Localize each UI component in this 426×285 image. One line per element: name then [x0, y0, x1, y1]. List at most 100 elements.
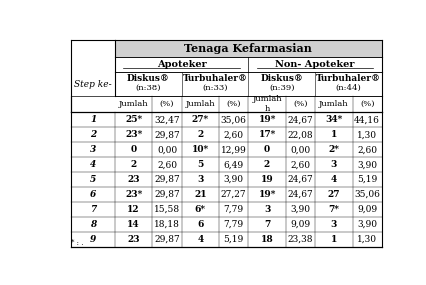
Text: 24,67: 24,67: [288, 115, 313, 124]
Text: 15,58: 15,58: [154, 205, 180, 214]
Text: Diskus®: Diskus®: [260, 74, 303, 84]
Text: 23: 23: [127, 175, 140, 184]
Text: 6,49: 6,49: [224, 160, 244, 169]
Text: Jumlah: Jumlah: [119, 100, 148, 108]
Text: 3: 3: [90, 145, 96, 154]
Text: 2: 2: [90, 130, 96, 139]
Text: Turbuhaler®: Turbuhaler®: [182, 74, 248, 84]
Text: 7,79: 7,79: [224, 205, 244, 214]
Text: 29,87: 29,87: [154, 190, 180, 199]
Text: 7: 7: [90, 205, 96, 214]
Text: 2,60: 2,60: [157, 160, 177, 169]
Text: Turbuhaler®: Turbuhaler®: [316, 74, 381, 84]
Text: 1,30: 1,30: [357, 235, 377, 244]
Text: (%): (%): [227, 100, 241, 108]
Text: Diskus®: Diskus®: [127, 74, 170, 84]
Text: Non- Apoteker: Non- Apoteker: [275, 60, 355, 69]
Text: 17*: 17*: [259, 130, 276, 139]
Text: 2*: 2*: [328, 145, 339, 154]
Text: 0,00: 0,00: [291, 145, 311, 154]
Text: 2,60: 2,60: [224, 130, 244, 139]
Text: 18,18: 18,18: [154, 220, 180, 229]
Text: 44,16: 44,16: [354, 115, 380, 124]
Text: (n:38): (n:38): [135, 84, 161, 92]
Text: 7: 7: [264, 220, 270, 229]
Text: 3,90: 3,90: [224, 175, 244, 184]
Text: 32,47: 32,47: [154, 115, 180, 124]
Text: 3: 3: [331, 220, 337, 229]
Text: * : .: * : .: [72, 239, 84, 247]
Text: 0,00: 0,00: [157, 145, 177, 154]
Text: Apoteker: Apoteker: [157, 60, 207, 69]
Text: Tenaga Kefarmasian: Tenaga Kefarmasian: [184, 43, 312, 54]
Text: 1,30: 1,30: [357, 130, 377, 139]
Text: 2,60: 2,60: [291, 160, 311, 169]
Text: (n:44): (n:44): [336, 84, 361, 92]
Text: 3,90: 3,90: [357, 160, 377, 169]
Text: Step ke-: Step ke-: [74, 80, 112, 89]
Text: 5: 5: [90, 175, 96, 184]
Text: 9: 9: [90, 235, 96, 244]
Text: 0: 0: [130, 145, 137, 154]
Text: 3,90: 3,90: [357, 220, 377, 229]
Text: 18: 18: [261, 235, 273, 244]
Text: 2: 2: [197, 130, 204, 139]
Text: 3: 3: [197, 175, 204, 184]
Text: 8: 8: [90, 220, 96, 229]
Text: 3: 3: [264, 205, 270, 214]
Text: 5: 5: [197, 160, 204, 169]
Text: 2,60: 2,60: [357, 145, 377, 154]
Text: 23*: 23*: [125, 130, 142, 139]
Text: Jumlah: Jumlah: [319, 100, 348, 108]
Text: (n:39): (n:39): [269, 84, 294, 92]
Text: 24,67: 24,67: [288, 175, 313, 184]
Text: 2: 2: [264, 160, 270, 169]
Text: 6*: 6*: [195, 205, 206, 214]
Text: 27: 27: [328, 190, 340, 199]
Text: 19: 19: [261, 175, 273, 184]
Text: 25*: 25*: [125, 115, 142, 124]
Text: 9,09: 9,09: [291, 220, 311, 229]
Bar: [115, 40, 382, 57]
Text: (n:33): (n:33): [202, 84, 227, 92]
Text: 12: 12: [127, 205, 140, 214]
Text: 7,79: 7,79: [224, 220, 244, 229]
Text: 7*: 7*: [328, 205, 339, 214]
Text: 9,09: 9,09: [357, 205, 377, 214]
Text: 29,87: 29,87: [154, 130, 180, 139]
Text: 6: 6: [90, 190, 96, 199]
Text: 4: 4: [90, 160, 96, 169]
Text: 0: 0: [264, 145, 270, 154]
Text: 22,08: 22,08: [288, 130, 313, 139]
Text: 19*: 19*: [258, 115, 276, 124]
Text: 19*: 19*: [258, 190, 276, 199]
Text: 1: 1: [90, 115, 96, 124]
Text: 12,99: 12,99: [221, 145, 247, 154]
Text: (%): (%): [160, 100, 174, 108]
Text: 3: 3: [331, 160, 337, 169]
Text: 29,87: 29,87: [154, 235, 180, 244]
Text: 5,19: 5,19: [357, 175, 377, 184]
Text: 21: 21: [194, 190, 207, 199]
Text: 27*: 27*: [192, 115, 209, 124]
Text: 4: 4: [331, 175, 337, 184]
Text: 6: 6: [197, 220, 204, 229]
Text: 23: 23: [127, 235, 140, 244]
Text: Jumlah: Jumlah: [185, 100, 215, 108]
Text: (%): (%): [360, 100, 374, 108]
Text: 1: 1: [331, 130, 337, 139]
Text: 29,87: 29,87: [154, 175, 180, 184]
Text: 5,19: 5,19: [224, 235, 244, 244]
Text: (%): (%): [293, 100, 308, 108]
Text: 3,90: 3,90: [291, 205, 311, 214]
Text: 1: 1: [331, 235, 337, 244]
Text: 14: 14: [127, 220, 140, 229]
Text: 35,06: 35,06: [354, 190, 380, 199]
Text: 24,67: 24,67: [288, 190, 313, 199]
Text: 2: 2: [130, 160, 137, 169]
Text: 34*: 34*: [325, 115, 343, 124]
Text: 35,06: 35,06: [221, 115, 247, 124]
Text: 23*: 23*: [125, 190, 142, 199]
Text: 4: 4: [197, 235, 204, 244]
Text: Jumlah
h: Jumlah h: [252, 95, 282, 113]
